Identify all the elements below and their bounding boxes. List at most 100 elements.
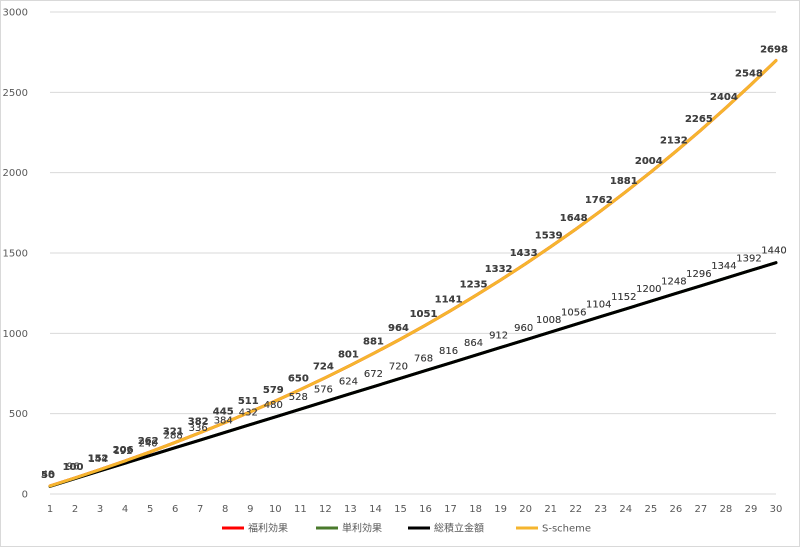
data-label: 1433 xyxy=(510,248,538,259)
data-label: 650 xyxy=(288,374,309,385)
data-label: 96 xyxy=(67,462,80,473)
legend-label-0: 福利効果 xyxy=(248,522,288,535)
data-label: 1008 xyxy=(536,315,561,326)
y-tick-label: 500 xyxy=(9,409,28,420)
y-tick-label: 3000 xyxy=(3,8,28,19)
data-label: 1881 xyxy=(610,176,638,187)
data-label: 881 xyxy=(363,336,384,347)
data-label: 1200 xyxy=(636,284,661,295)
data-label: 720 xyxy=(389,361,408,372)
data-label: 964 xyxy=(388,323,409,334)
data-label: 816 xyxy=(439,346,458,357)
data-label: 144 xyxy=(89,454,108,465)
data-label: 624 xyxy=(339,377,358,388)
x-tick-label: 3 xyxy=(97,504,103,515)
data-label: 432 xyxy=(239,408,258,419)
y-tick-label: 2500 xyxy=(3,88,28,99)
data-label: 432 xyxy=(239,408,258,419)
data-label: 1762 xyxy=(585,195,613,206)
data-label: 511 xyxy=(238,396,259,407)
data-label: 1056 xyxy=(561,307,586,318)
x-tick-label: 27 xyxy=(695,504,708,515)
data-label: 2265 xyxy=(685,114,713,125)
data-label: 1296 xyxy=(686,269,711,280)
data-label: 1648 xyxy=(560,213,588,224)
x-tick-label: 26 xyxy=(669,504,682,515)
data-label: 1152 xyxy=(611,292,636,303)
data-label: 1104 xyxy=(586,300,611,311)
data-label: 1332 xyxy=(485,264,513,275)
data-label: 382 xyxy=(188,417,209,428)
legend-label-3: S-scheme xyxy=(542,524,591,535)
x-tick-label: 10 xyxy=(269,504,282,515)
data-label: 724 xyxy=(313,362,334,373)
data-label: 1539 xyxy=(535,231,563,242)
x-tick-label: 11 xyxy=(294,504,307,515)
data-label: 576 xyxy=(314,384,333,395)
data-label: 2548 xyxy=(735,69,763,80)
x-tick-label: 4 xyxy=(122,504,128,515)
data-label: 1141 xyxy=(435,295,463,306)
legend-label-1: 単利効果 xyxy=(342,522,382,535)
x-tick-label: 14 xyxy=(369,504,382,515)
data-label: 321 xyxy=(163,426,184,437)
data-label: 1051 xyxy=(410,309,438,320)
x-tick-label: 9 xyxy=(247,504,253,515)
data-label: 480 xyxy=(264,400,283,411)
data-label: 1235 xyxy=(460,280,488,291)
data-label: 206 xyxy=(113,445,134,456)
data-label: 144 xyxy=(89,454,108,465)
x-tick-label: 19 xyxy=(494,504,507,515)
data-label: 50 xyxy=(41,470,55,481)
data-label: 960 xyxy=(514,323,533,334)
x-tick-label: 25 xyxy=(644,504,657,515)
y-tick-label: 0 xyxy=(22,490,28,501)
data-label: 2132 xyxy=(660,135,688,146)
data-label: 2004 xyxy=(635,156,663,167)
data-label: 445 xyxy=(213,407,234,418)
data-label: 96 xyxy=(67,462,80,473)
data-label: 1104 xyxy=(586,300,611,311)
series-line-3 xyxy=(48,59,778,488)
data-label: 2698 xyxy=(760,45,788,56)
data-label: 1344 xyxy=(711,261,736,272)
data-label: 100 xyxy=(63,462,84,473)
data-label: 724 xyxy=(313,362,334,373)
data-label: 100 xyxy=(63,462,84,473)
x-axis-ticks: 1 2 3 4 5 6 7 8 9 10 11 12 13 14 15 16 17 18 19 20 21 22 23 24 2… xyxy=(47,504,783,515)
data-label: 288 xyxy=(164,431,183,442)
data-label: 801 xyxy=(338,349,359,360)
data-label: 288 xyxy=(164,431,183,442)
y-tick-label: 1000 xyxy=(3,329,28,340)
data-label: 672 xyxy=(364,369,383,380)
x-tick-label: 18 xyxy=(469,504,482,515)
data-label: 1440 xyxy=(761,246,786,257)
data-label: 1881 xyxy=(610,176,638,187)
data-label: 1648 xyxy=(560,213,588,224)
data-label: 384 xyxy=(214,415,233,426)
x-tick-label: 24 xyxy=(619,504,632,515)
data-label: 1008 xyxy=(536,315,561,326)
data-label: 1392 xyxy=(736,253,761,264)
y-axis-ticks: 0 500 1000 1500 2000 2500 3000 xyxy=(3,8,28,501)
data-label: 1539 xyxy=(535,231,563,242)
data-label: 2548 xyxy=(735,69,763,80)
gridlines xyxy=(50,11,776,495)
data-label: 1296 xyxy=(686,269,711,280)
data-label: 240 xyxy=(139,438,158,449)
data-label: 1332 xyxy=(485,264,513,275)
data-label: 321 xyxy=(163,426,184,437)
data-label: 262 xyxy=(138,436,159,447)
data-label: 864 xyxy=(464,338,483,349)
data-label: 48 xyxy=(42,469,55,480)
data-label: 528 xyxy=(289,392,308,403)
data-label: 2265 xyxy=(685,114,713,125)
data-label: 152 xyxy=(88,454,109,465)
data-label: 768 xyxy=(414,354,433,365)
legend-label-2: 総積立金額 xyxy=(434,522,484,535)
x-tick-label: 28 xyxy=(720,504,733,515)
series-lines xyxy=(48,59,778,488)
